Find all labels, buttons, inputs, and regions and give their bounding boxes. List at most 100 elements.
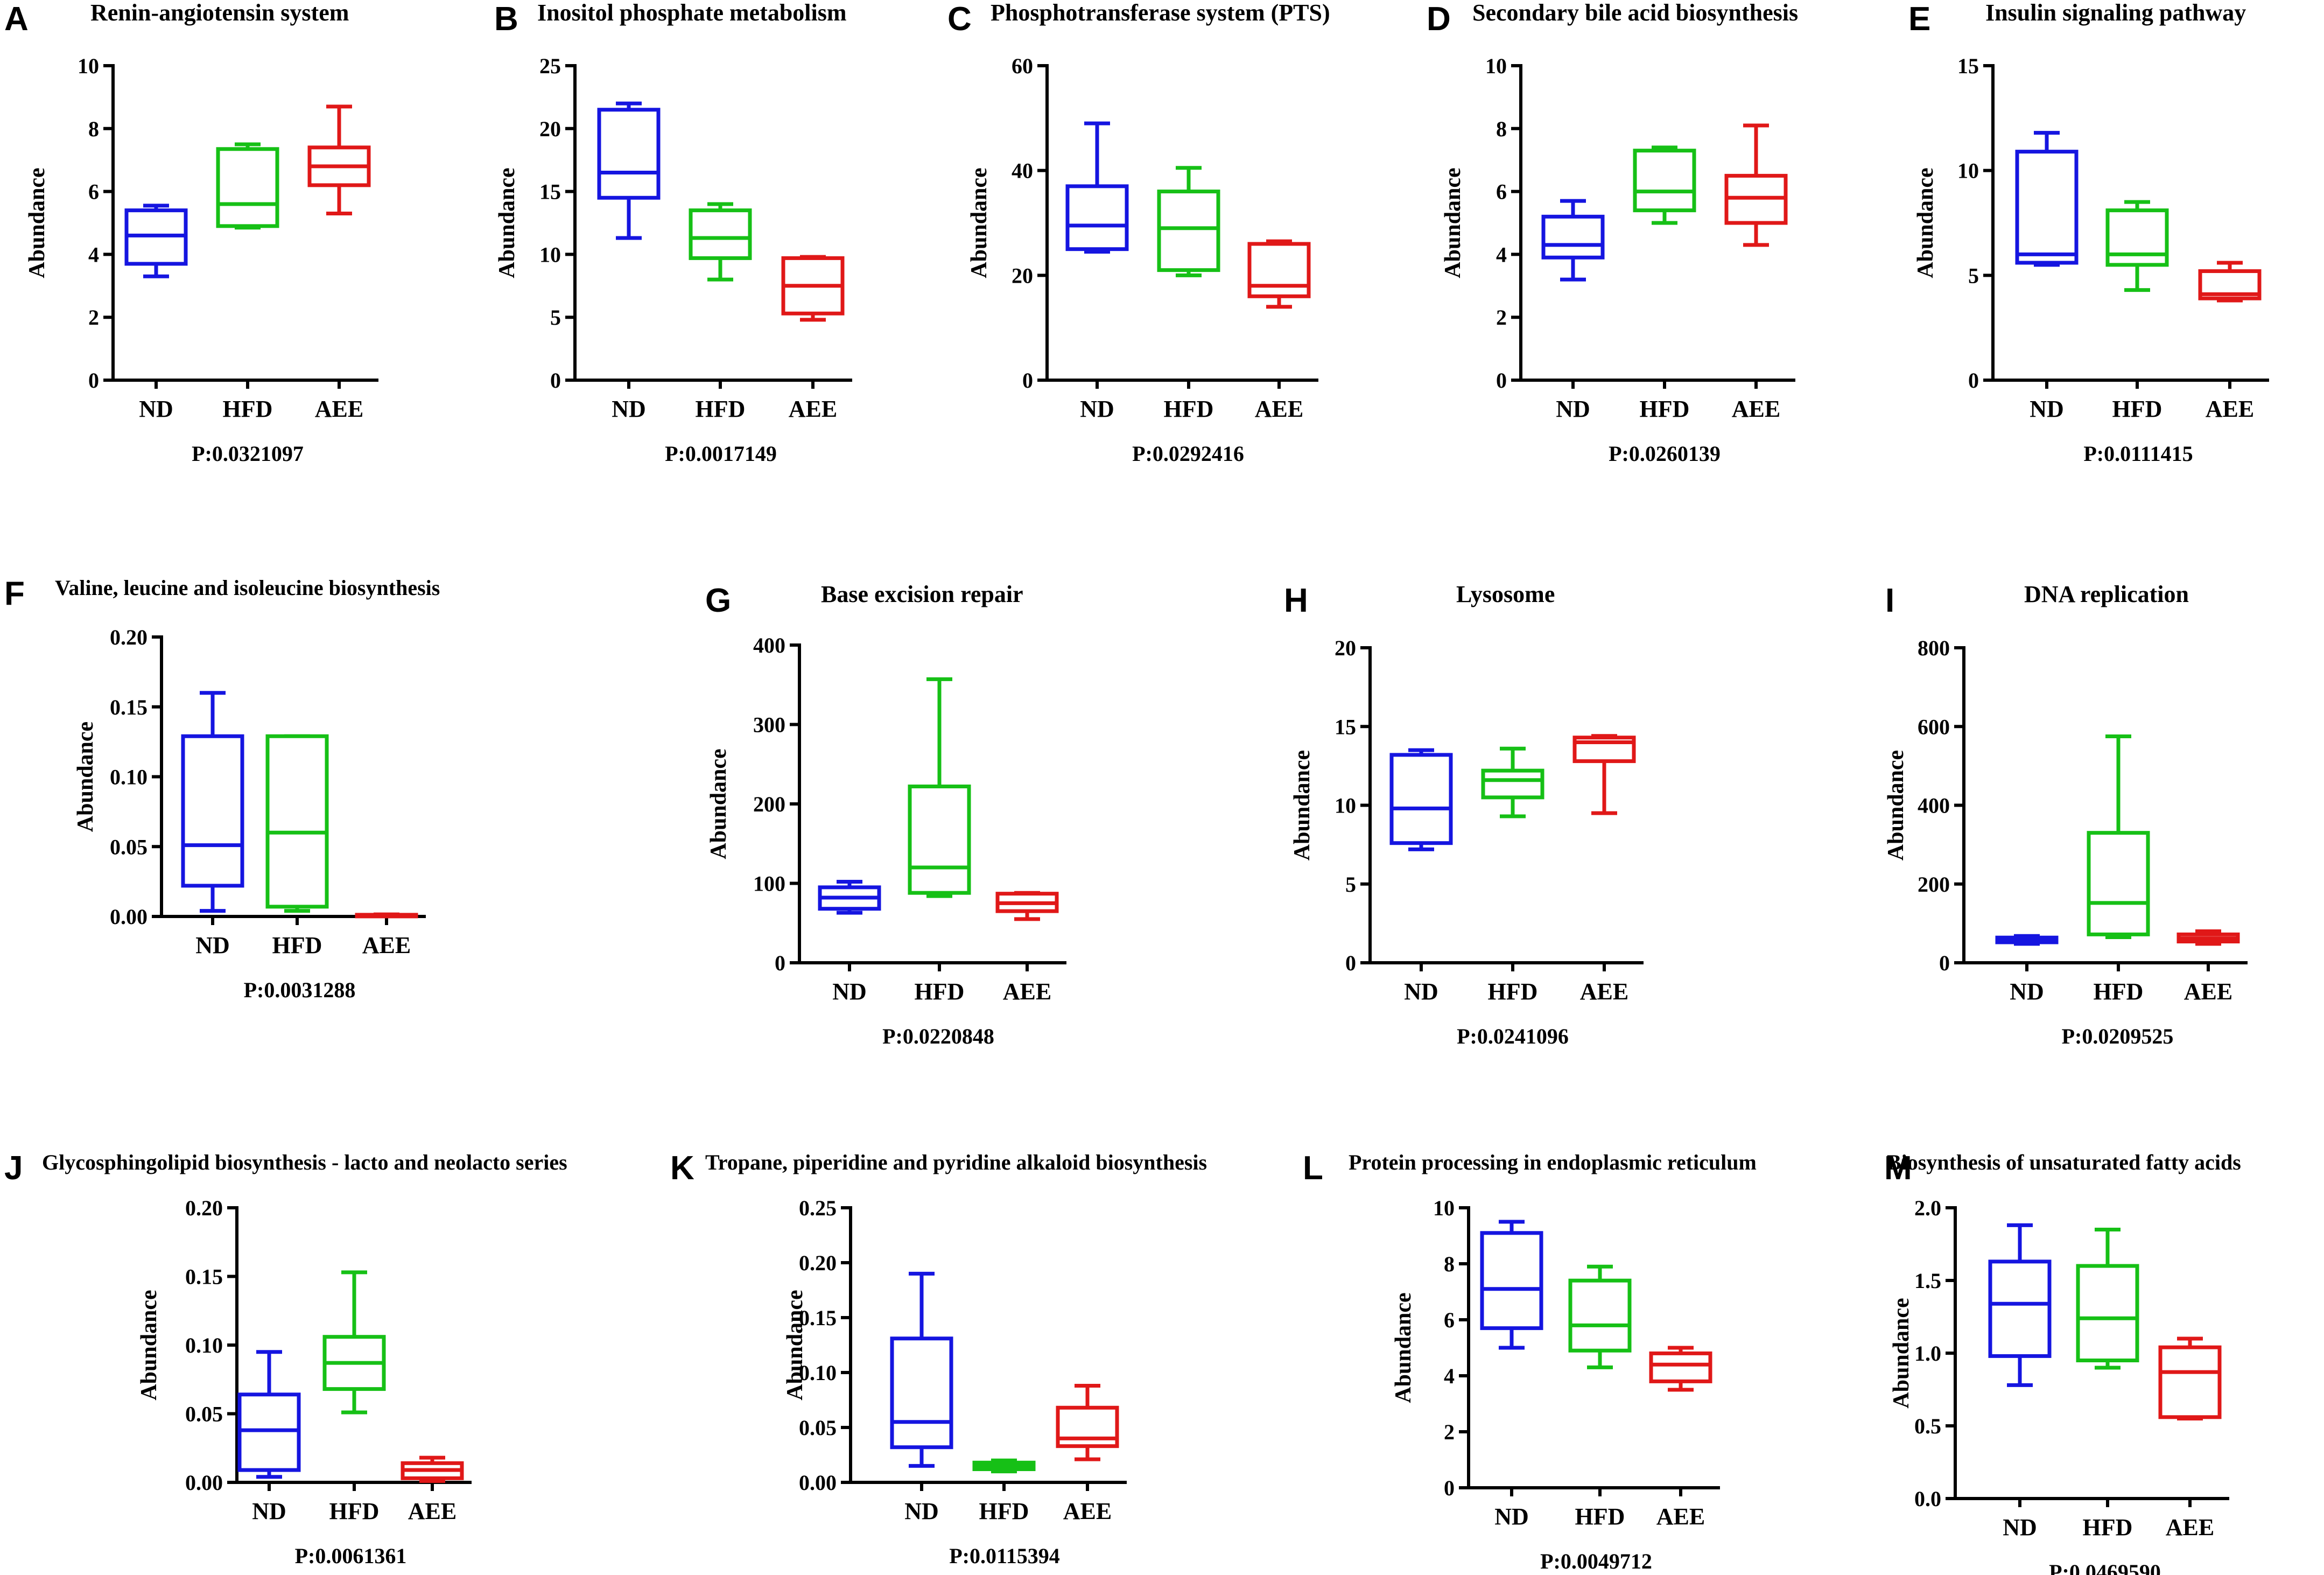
y-tick-label: 0.0 bbox=[1914, 1487, 1941, 1511]
panel-title: Biosynthesis of unsaturated fatty acids bbox=[1887, 1150, 2241, 1174]
y-tick-label: 0.5 bbox=[1914, 1414, 1941, 1438]
y-tick-label: 8 bbox=[1444, 1252, 1455, 1276]
panel-letter: C bbox=[947, 1, 972, 38]
y-tick-label: 0.15 bbox=[799, 1306, 837, 1330]
x-category-label: ND bbox=[832, 978, 867, 1005]
x-category-label: ND bbox=[195, 932, 230, 958]
panel-l: L Protein processing in endoplasmic retic… bbox=[1303, 1150, 1757, 1573]
y-tick-label: 60 bbox=[1012, 54, 1033, 78]
y-tick-label: 600 bbox=[1918, 715, 1950, 739]
panel-k: K Tropane, piperidine and pyridine alkalo… bbox=[670, 1150, 1207, 1568]
y-tick-label: 200 bbox=[753, 792, 785, 816]
box-aee bbox=[1649, 1346, 1712, 1392]
y-tick-label: 10 bbox=[1485, 54, 1507, 78]
y-axis-label: Abundance bbox=[1290, 750, 1315, 860]
y-tick-label: 25 bbox=[539, 54, 561, 78]
panel-title: Base excision repair bbox=[821, 581, 1023, 607]
box-iqr bbox=[597, 108, 661, 200]
box-nd bbox=[818, 880, 881, 915]
box-nd bbox=[1541, 199, 1605, 282]
box-nd bbox=[597, 101, 661, 240]
y-tick-label: 20 bbox=[1335, 636, 1356, 660]
y-tick-label: 0.05 bbox=[110, 835, 148, 859]
box-iqr bbox=[2015, 150, 2079, 265]
panel-f: F Valine, leucine and isoleucine biosynth… bbox=[4, 575, 440, 1002]
box-iqr bbox=[1988, 1259, 2052, 1358]
y-tick-label: 40 bbox=[1012, 159, 1033, 183]
x-category-label: HFD bbox=[1488, 978, 1538, 1005]
x-category-label: HFD bbox=[979, 1498, 1029, 1524]
box-hfd bbox=[216, 142, 279, 230]
x-category-label: HFD bbox=[1164, 396, 1214, 422]
y-tick-label: 0 bbox=[775, 951, 785, 975]
p-value-label: P:0.0061361 bbox=[295, 1544, 407, 1568]
x-category-label: ND bbox=[1556, 396, 1590, 422]
panel-letter: I bbox=[1885, 582, 1894, 619]
y-tick-label: 2.0 bbox=[1914, 1196, 1941, 1220]
box-iqr bbox=[1157, 190, 1220, 272]
y-axis-label: Abundance bbox=[73, 722, 98, 832]
y-tick-label: 10 bbox=[1433, 1196, 1455, 1220]
box-iqr bbox=[1633, 149, 1696, 213]
y-tick-label: 0 bbox=[1022, 368, 1033, 393]
box-iqr bbox=[1481, 768, 1544, 800]
y-tick-label: 5 bbox=[1968, 263, 1979, 288]
p-value-label: P:0.0220848 bbox=[882, 1024, 994, 1048]
panel-letter: J bbox=[4, 1150, 23, 1187]
box-hfd bbox=[689, 202, 752, 282]
box-nd bbox=[890, 1271, 953, 1468]
x-category-label: ND bbox=[139, 396, 173, 422]
y-tick-label: 0 bbox=[1939, 951, 1950, 975]
box-iqr bbox=[1247, 242, 1311, 298]
box-aee bbox=[401, 1455, 464, 1483]
x-category-label: ND bbox=[1080, 396, 1114, 422]
y-tick-label: 0.20 bbox=[185, 1196, 223, 1220]
p-value-label: P:0.0031288 bbox=[244, 978, 356, 1002]
box-nd bbox=[2015, 131, 2079, 267]
p-value-label: P:0.0049712 bbox=[1540, 1549, 1652, 1573]
panel-g: G Base excision repair 0 100 200 300 400 ND HFD A… bbox=[705, 581, 1066, 1048]
box-iqr bbox=[1480, 1231, 1543, 1331]
y-axis-label: Abundance bbox=[1884, 750, 1908, 860]
panel-letter: A bbox=[4, 1, 29, 38]
y-tick-label: 4 bbox=[88, 242, 99, 267]
y-tick-label: 5 bbox=[1345, 872, 1356, 897]
x-category-label: ND bbox=[2030, 396, 2064, 422]
y-tick-label: 1.0 bbox=[1914, 1341, 1941, 1366]
p-value-label: P:0.0321097 bbox=[192, 442, 304, 466]
box-nd bbox=[181, 691, 244, 913]
x-category-label: ND bbox=[904, 1498, 939, 1524]
box-iqr bbox=[265, 734, 329, 909]
y-tick-label: 6 bbox=[1496, 180, 1507, 204]
y-tick-label: 100 bbox=[753, 872, 785, 896]
panel-letter: E bbox=[1908, 1, 1930, 38]
y-axis-label: Abundance bbox=[495, 167, 519, 278]
panel-title: DNA replication bbox=[2024, 581, 2189, 607]
y-tick-label: 400 bbox=[753, 633, 785, 657]
x-category-label: HFD bbox=[1640, 396, 1690, 422]
box-aee bbox=[307, 104, 371, 215]
y-tick-label: 4 bbox=[1496, 242, 1507, 267]
x-category-label: AEE bbox=[408, 1498, 457, 1524]
y-tick-label: 6 bbox=[1444, 1308, 1455, 1332]
box-iqr bbox=[2105, 208, 2169, 267]
panel-i: I DNA replication 0 200 400 600 800 ND HFD AEE Abu… bbox=[1884, 581, 2248, 1048]
y-axis-label: Abundance bbox=[25, 167, 50, 278]
y-tick-label: 10 bbox=[78, 54, 99, 78]
y-axis-label: Abundance bbox=[1391, 1292, 1416, 1403]
p-value-label: P:0.0017149 bbox=[665, 442, 777, 466]
y-tick-label: 0.10 bbox=[110, 765, 148, 789]
panel-title: Secondary bile acid biosynthesis bbox=[1472, 0, 1798, 26]
panel-title: Phosphotransferase system (PTS) bbox=[991, 0, 1330, 26]
box-nd bbox=[1988, 1223, 2052, 1387]
box-nd bbox=[237, 1350, 301, 1479]
y-tick-label: 5 bbox=[550, 305, 561, 330]
panel-letter: G bbox=[705, 582, 731, 619]
y-tick-label: 0 bbox=[1496, 368, 1507, 393]
box-aee bbox=[1724, 123, 1788, 247]
x-category-label: AEE bbox=[1656, 1503, 1705, 1530]
panel-letter: B bbox=[494, 1, 518, 38]
panel-b: B Inositol phosphate metabolism 0 5 10 15 20 25… bbox=[494, 0, 852, 466]
